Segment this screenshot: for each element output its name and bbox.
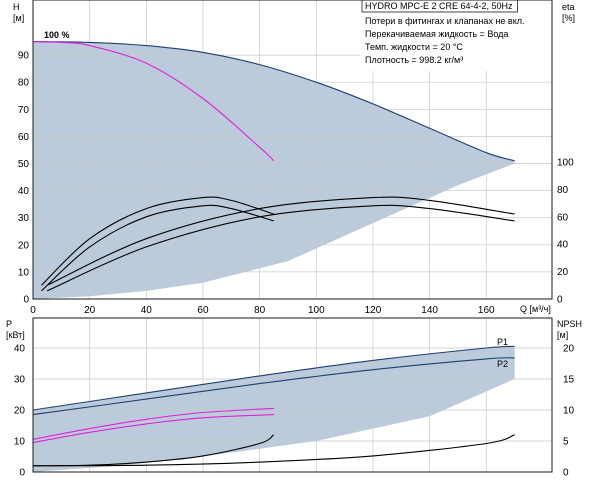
info-line: Темп. жидкости = 20 °C (365, 42, 463, 52)
y2-tick-label: 0 (557, 295, 563, 306)
y-tick-label: 20 (18, 240, 30, 251)
bottom-series-group (32, 345, 515, 467)
series-label-p2: P2 (497, 359, 508, 369)
series-label-p1: P1 (497, 337, 508, 347)
x-tick-label: 20 (84, 305, 96, 316)
y-tick-label: 50 (18, 159, 30, 170)
info-line: Перекачиваемая жидкость = Вода (365, 29, 508, 39)
info-title-frame (361, 0, 518, 13)
head-efficiency-panel: 0 20 40 60 80 100 120 140 160 0 10 20 30 40 50 60 70 80 90… (13, 0, 575, 316)
y-tick-label: 90 (18, 51, 30, 62)
y2-tick-label: 100 (557, 158, 574, 169)
y-tick-label: 30 (18, 213, 30, 224)
percent-annotation: 100 % (44, 30, 70, 40)
y2-tick-label: 5 (563, 437, 569, 448)
series-line (46, 204, 515, 292)
y-tick-label: 40 (14, 344, 26, 355)
series-line (32, 357, 515, 416)
y-axis-label-p: P [кВт] (6, 319, 25, 340)
series-line (32, 407, 274, 440)
series-line (32, 41, 275, 162)
series-line (32, 345, 515, 411)
y2-tick-label: 15 (563, 375, 575, 386)
y2-tick-label: 10 (563, 406, 575, 417)
y-tick-label: 10 (18, 267, 30, 278)
info-line: Потери в фитингах и клапанах не вкл. (365, 16, 525, 26)
top-shaded-area (33, 41, 515, 299)
series-line (32, 414, 274, 444)
series-line (46, 196, 515, 286)
y-tick-label: 40 (18, 186, 30, 197)
series-line (41, 204, 274, 292)
x-tick-label: 100 (308, 305, 325, 316)
y2-axis-label-npsh: NPSH [м] (557, 319, 582, 340)
y2-tick-label: 80 (557, 185, 569, 196)
y-tick-label: 80 (18, 78, 30, 89)
bottom-tick-labels: 0 10 20 30 40 0 5 10 15 20 (14, 344, 575, 479)
bottom-shaded-area (33, 346, 515, 472)
top-plot-frame (32, 0, 553, 300)
info-box: HYDRO MPC-E 2 CRE 64-4-2, 50Hz Потери в … (360, 0, 552, 71)
bottom-operating-area (33, 346, 515, 472)
x-tick-label: 160 (478, 305, 495, 316)
y2-tick-label: 40 (557, 240, 569, 251)
y-tick-label: 10 (14, 437, 26, 448)
y-tick-label: 30 (14, 375, 26, 386)
y-tick-label: 20 (14, 406, 26, 417)
y-axis-label-h: H [м] (13, 2, 24, 23)
y2-tick-label: 0 (563, 468, 569, 479)
series-line (41, 196, 274, 286)
y2-tick-label: 20 (563, 344, 575, 355)
top-series-group (32, 41, 515, 292)
x-tick-label: 140 (421, 305, 438, 316)
x-tick-label: 120 (365, 305, 382, 316)
series-line (32, 41, 515, 162)
x-tick-label: 40 (141, 305, 153, 316)
y2-tick-label: 20 (557, 267, 569, 278)
power-npsh-panel: 0 10 20 30 40 0 5 10 15 20 P [кВт] NPSH [м] P1 P2 (6, 317, 582, 479)
y-tick-label: 60 (18, 132, 30, 143)
x-tick-label: 0 (30, 305, 36, 316)
bottom-plot-frame (32, 317, 553, 473)
top-operating-area (33, 41, 515, 299)
x-tick-label: 80 (254, 305, 266, 316)
top-tick-labels: 0 20 40 60 80 100 120 140 160 0 10 20 30 40 50 60 70 80 90… (18, 51, 574, 316)
x-tick-label: 60 (197, 305, 209, 316)
y2-tick-label: 60 (557, 212, 569, 223)
info-title: HYDRO MPC-E 2 CRE 64-4-2, 50Hz (365, 1, 513, 11)
info-line: Плотность = 998.2 кг/м³ (365, 55, 463, 65)
y-tick-label: 0 (19, 468, 25, 479)
y-tick-label: 70 (18, 105, 30, 116)
x-axis-label-q: Q [м³/ч] (520, 304, 551, 314)
series-line (32, 434, 515, 467)
y-tick-label: 0 (23, 295, 29, 306)
y2-axis-label-eta: eta [%] (562, 2, 575, 23)
